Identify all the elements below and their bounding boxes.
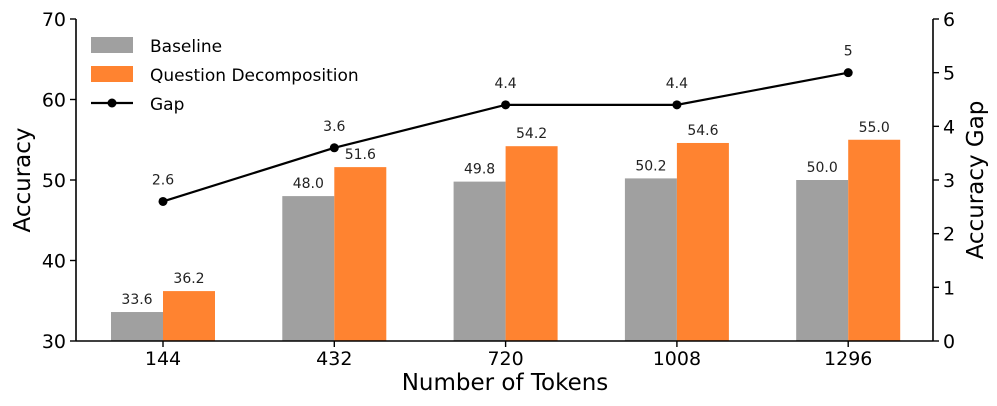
legend-label-gap: Gap	[150, 95, 184, 115]
bar-baseline	[624, 178, 677, 341]
x-tick-label: 1008	[653, 348, 701, 370]
gap-point-label: 5	[844, 44, 853, 60]
y2-tick-label: 5	[943, 63, 955, 85]
y2-tick-label: 3	[943, 170, 955, 192]
gap-point-label: 4.4	[494, 76, 516, 92]
y-tick-label: 60	[42, 90, 66, 112]
y2-tick-label: 1	[943, 277, 955, 299]
gap-point-label: 4.4	[666, 76, 688, 92]
legend-swatch-gap-marker	[107, 98, 117, 108]
legend-swatch-baseline	[91, 37, 133, 53]
x-tick-label: 720	[487, 348, 523, 370]
bar-question-decomposition	[163, 291, 215, 341]
bar-label-baseline: 50.2	[635, 158, 666, 174]
gap-point	[672, 100, 682, 110]
legend-swatch-question-decomposition	[91, 66, 133, 82]
gap-point	[843, 68, 853, 78]
y2-tick-label: 4	[943, 116, 955, 138]
bar-label-baseline: 33.6	[121, 292, 152, 308]
legend: Baseline Question Decomposition Gap	[91, 37, 359, 115]
bar-label-question-decomposition: 55.0	[859, 120, 890, 136]
bar-baseline	[111, 312, 163, 341]
bar-baseline	[282, 196, 335, 341]
gap-point	[501, 100, 511, 110]
bar-label-baseline: 48.0	[293, 176, 324, 192]
legend-label-question-decomposition: Question Decomposition	[150, 66, 359, 86]
gap-point-label: 2.6	[152, 172, 174, 188]
y2-tick-label: 6	[943, 9, 955, 31]
bar-baseline	[796, 180, 849, 341]
axes-layer: 30 40 50 60 70 0 1 2 3 4 5 6 144 432 720 1008 1296	[42, 9, 955, 370]
gap-point-label: 3.6	[323, 119, 345, 135]
y2-tick-label: 0	[943, 331, 955, 353]
y-axis-title: Accuracy	[10, 127, 36, 232]
bar-label-question-decomposition: 54.6	[687, 123, 718, 139]
bars-layer: 33.6 48.0 49.8 50.2 50.0 36.2 51.6 54.2 54.6 55.0	[111, 120, 901, 341]
y-tick-label: 70	[42, 9, 66, 31]
bar-label-question-decomposition: 54.2	[516, 126, 547, 142]
gap-point	[329, 143, 339, 153]
bar-question-decomposition	[334, 167, 387, 341]
legend-label-baseline: Baseline	[150, 37, 222, 57]
x-tick-label: 144	[145, 348, 181, 370]
y2-tick-label: 2	[943, 224, 955, 246]
x-tick-label: 1296	[824, 348, 872, 370]
bar-question-decomposition	[676, 142, 729, 341]
bar-label-question-decomposition: 51.6	[345, 147, 376, 163]
y-tick-label: 40	[42, 251, 66, 273]
bar-question-decomposition	[848, 139, 901, 341]
x-axis-title: Number of Tokens	[402, 370, 609, 396]
gap-point	[158, 196, 168, 206]
y-tick-label: 50	[42, 170, 66, 192]
y2-axis-title: Accuracy Gap	[963, 101, 989, 260]
bar-label-baseline: 50.0	[807, 160, 838, 176]
bar-label-question-decomposition: 36.2	[173, 271, 204, 287]
y-tick-label: 30	[42, 331, 66, 353]
gap-line-layer: 2.6 3.6 4.4 4.4 5	[152, 44, 853, 206]
bar-question-decomposition	[505, 146, 558, 341]
bar-label-baseline: 49.8	[464, 162, 495, 178]
bar-baseline	[453, 181, 506, 341]
x-tick-label: 432	[316, 348, 352, 370]
